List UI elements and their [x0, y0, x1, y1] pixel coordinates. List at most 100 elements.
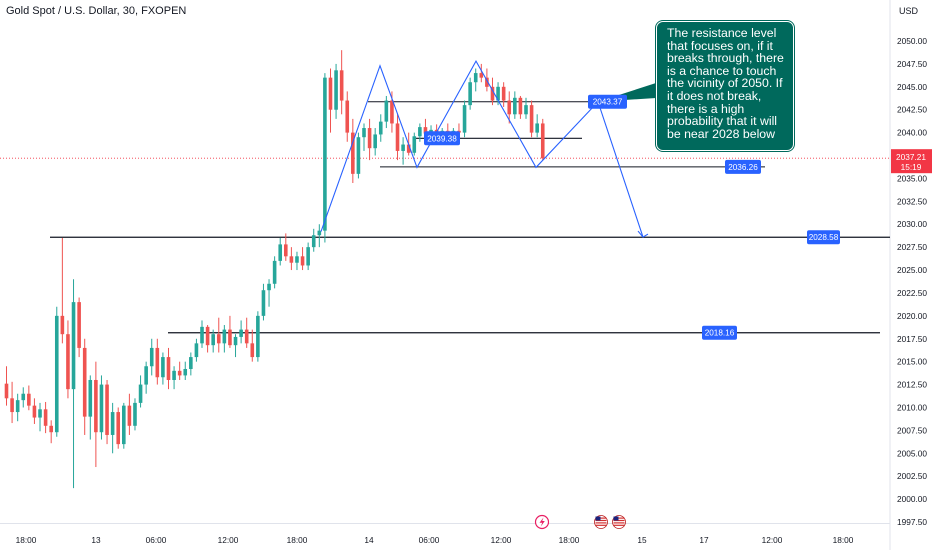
- candle-body: [373, 134, 377, 149]
- candle-body: [423, 127, 428, 134]
- candle-body: [122, 405, 126, 445]
- y-tick-label: 2022.50: [897, 288, 927, 298]
- candle-body: [49, 425, 53, 433]
- candle-body: [194, 343, 199, 358]
- candle-body: [183, 368, 188, 376]
- y-tick-label: 2000.00: [897, 494, 927, 504]
- candle-body: [278, 244, 283, 261]
- x-tick-label: 14: [364, 535, 374, 545]
- candle-body: [82, 347, 87, 417]
- x-tick-label: 18:00: [559, 535, 580, 545]
- flag-stripe: [595, 519, 607, 522]
- candle-body: [99, 384, 104, 433]
- flag-stripe: [613, 517, 625, 519]
- candle-body: [406, 144, 411, 153]
- candle-body: [189, 357, 193, 369]
- candle-body: [513, 97, 517, 115]
- candle-body: [205, 326, 210, 346]
- projection-arrowhead: [637, 230, 649, 238]
- level-label-box: [702, 325, 737, 340]
- candle-body: [267, 283, 271, 291]
- candle-body: [54, 315, 59, 433]
- x-tick-label: 18:00: [16, 535, 37, 545]
- candle-body: [501, 86, 506, 101]
- y-tick-label: 2047.50: [897, 59, 927, 69]
- flag-canton: [595, 516, 601, 521]
- candle-body: [172, 370, 176, 380]
- y-tick-label: 2040.00: [897, 128, 927, 138]
- candle-body: [412, 136, 417, 153]
- candle-body: [105, 384, 109, 435]
- note-pointer: [598, 83, 656, 102]
- candle-body: [306, 247, 310, 266]
- level-label-box: [807, 230, 840, 245]
- candle-body: [468, 82, 472, 106]
- candle-body: [116, 412, 121, 445]
- candle-body: [518, 97, 523, 115]
- candle-body: [216, 334, 221, 344]
- candle-body: [317, 230, 322, 236]
- candle-body: [367, 128, 372, 149]
- y-tick-label: 1997.50: [897, 517, 927, 527]
- y-tick-label: 2035.00: [897, 173, 927, 183]
- candle-body: [535, 123, 539, 133]
- candle-body: [161, 357, 165, 378]
- candle-body: [200, 326, 204, 344]
- candle-body: [60, 315, 65, 335]
- y-tick-label: 2010.00: [897, 402, 927, 412]
- flag-stripe: [613, 519, 625, 522]
- candle-body: [127, 405, 132, 426]
- candle-body: [345, 100, 350, 133]
- candle-body: [10, 398, 14, 413]
- annotation-note[interactable]: The resistance level that focuses on, if…: [656, 21, 794, 151]
- candle-body: [239, 329, 243, 337]
- flag-stripe: [595, 522, 607, 524]
- candle-body: [261, 290, 266, 316]
- candle-body: [328, 77, 333, 110]
- candle-body: [479, 73, 484, 78]
- candle-body: [38, 409, 42, 418]
- current-price-tag: [891, 149, 932, 174]
- candle-body: [4, 383, 9, 399]
- candle-body: [177, 370, 182, 376]
- candle-body: [228, 329, 232, 346]
- candle-body: [496, 86, 500, 101]
- candle-body: [401, 144, 405, 151]
- candle-body: [351, 132, 355, 174]
- candle-body: [15, 400, 20, 413]
- candle-body: [485, 77, 489, 87]
- y-tick-label: 2017.50: [897, 334, 927, 344]
- flag-stripe: [595, 524, 607, 526]
- candle-body: [133, 402, 137, 426]
- candle-body: [418, 127, 422, 137]
- level-label-text: 2018.16: [705, 329, 735, 338]
- level-label-text: 2028.58: [809, 233, 839, 242]
- candle-body: [244, 329, 249, 344]
- candle-body: [149, 347, 154, 367]
- candle-body: [334, 70, 338, 110]
- chart-title: Gold Spot / U.S. Dollar, 30, FXOPEN: [6, 5, 187, 17]
- x-tick-label: 06:00: [146, 535, 167, 545]
- level-label-text: 2039.38: [427, 134, 457, 143]
- y-tick-label: 2042.50: [897, 105, 927, 115]
- y-tick-label: 2025.00: [897, 265, 927, 275]
- y-tick-label: 2012.50: [897, 380, 927, 390]
- y-tick-label: 2020.00: [897, 311, 927, 321]
- candle-body: [71, 302, 76, 390]
- flag-stripe: [613, 524, 625, 526]
- candle-body: [540, 123, 545, 159]
- level-label-box: [424, 131, 460, 146]
- candle-body: [77, 302, 81, 348]
- level-label-box: [588, 94, 627, 109]
- y-tick-label: 2005.00: [897, 448, 927, 458]
- candle-body: [524, 105, 528, 115]
- x-tick-label: 15: [637, 535, 647, 545]
- candle-body: [356, 137, 361, 174]
- level-label-box: [725, 159, 761, 174]
- candle-body: [155, 347, 160, 378]
- candle-body: [94, 379, 98, 433]
- x-tick-label: 13: [91, 535, 101, 545]
- candle-body: [272, 260, 277, 284]
